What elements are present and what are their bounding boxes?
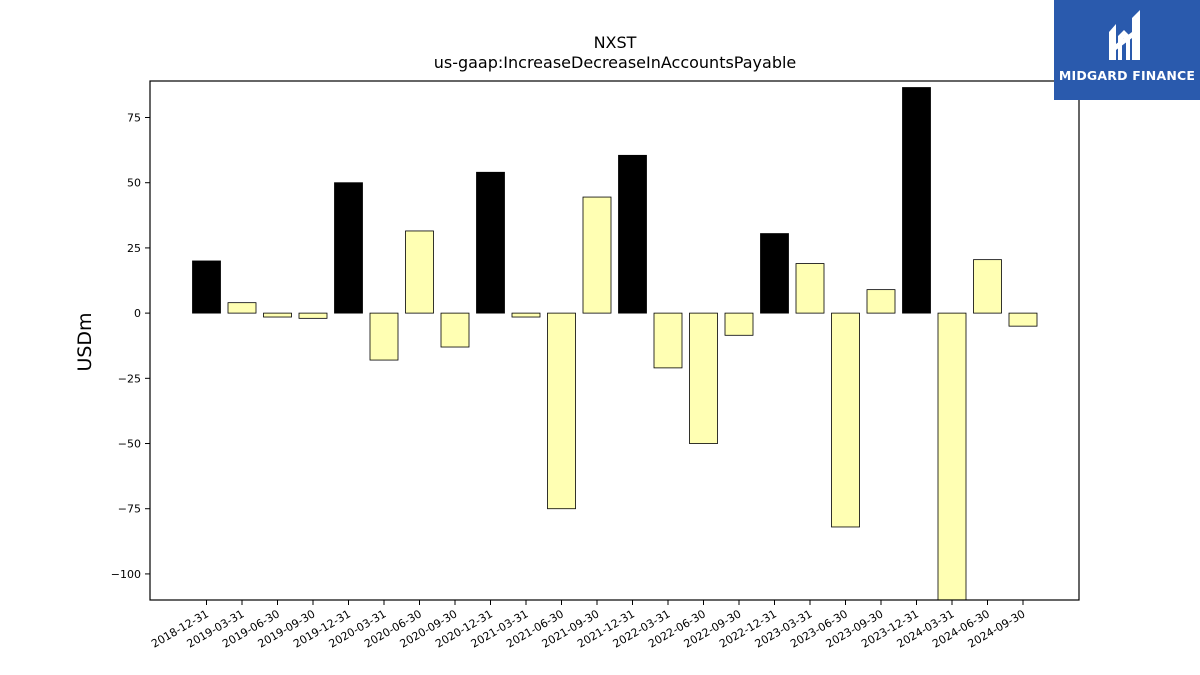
- bar-2024-06-30: [973, 259, 1002, 314]
- y-tick-label: −50: [118, 438, 141, 451]
- bar-2024-03-31: [937, 312, 967, 601]
- logo-mark-icon: [1054, 0, 1200, 100]
- y-tick-label: 50: [127, 177, 141, 190]
- bar-2018-12-31: [192, 260, 221, 314]
- y-tick-label: −75: [118, 503, 141, 516]
- bar-2023-03-31: [795, 263, 825, 314]
- y-tick-label: 0: [134, 307, 141, 320]
- y-tick-label: 25: [127, 242, 141, 255]
- y-tick-label: 75: [127, 112, 141, 125]
- bar-2021-06-30: [547, 312, 576, 510]
- bar-2021-03-31: [511, 312, 541, 318]
- y-axis-ticks: −100 −75 −50 −25 0 25 50 75: [111, 112, 150, 581]
- bar-2021-12-31: [618, 154, 647, 314]
- bar-2020-09-30: [440, 312, 470, 348]
- logo-text: MIDGARD FINANCE: [1058, 68, 1196, 83]
- midgard-finance-logo: MIDGARD FINANCE: [1054, 0, 1200, 100]
- y-axis-label: USDm: [74, 312, 96, 371]
- chart-subtitle: us-gaap:IncreaseDecreaseInAccountsPayabl…: [434, 53, 797, 72]
- bar-2022-03-31: [653, 312, 683, 369]
- x-axis-ticks: 2018-12-312019-03-312019-06-302019-09-30…: [149, 600, 1028, 651]
- bar-2019-12-31: [334, 182, 363, 314]
- bar-2023-12-31: [902, 87, 931, 314]
- bar-2023-06-30: [831, 312, 860, 528]
- bar-2020-12-31: [476, 171, 505, 314]
- y-tick-label: −100: [111, 568, 141, 581]
- bar-2019-06-30: [263, 312, 292, 318]
- bar-2020-06-30: [405, 230, 434, 314]
- bar-2019-03-31: [227, 302, 257, 314]
- bar-2022-09-30: [724, 312, 754, 336]
- chart-title: NXST: [594, 33, 637, 52]
- bar-2020-03-31: [369, 312, 399, 361]
- bar-2022-12-31: [760, 233, 789, 314]
- bar-2022-06-30: [689, 312, 718, 444]
- bar-2019-09-30: [298, 312, 328, 319]
- plot-frame: [149, 80, 1080, 601]
- bar-2021-09-30: [582, 196, 612, 314]
- bars-group: [192, 87, 1038, 601]
- y-tick-label: −25: [118, 372, 141, 385]
- bar-2024-09-30: [1008, 312, 1038, 327]
- bar-2023-09-30: [866, 289, 896, 314]
